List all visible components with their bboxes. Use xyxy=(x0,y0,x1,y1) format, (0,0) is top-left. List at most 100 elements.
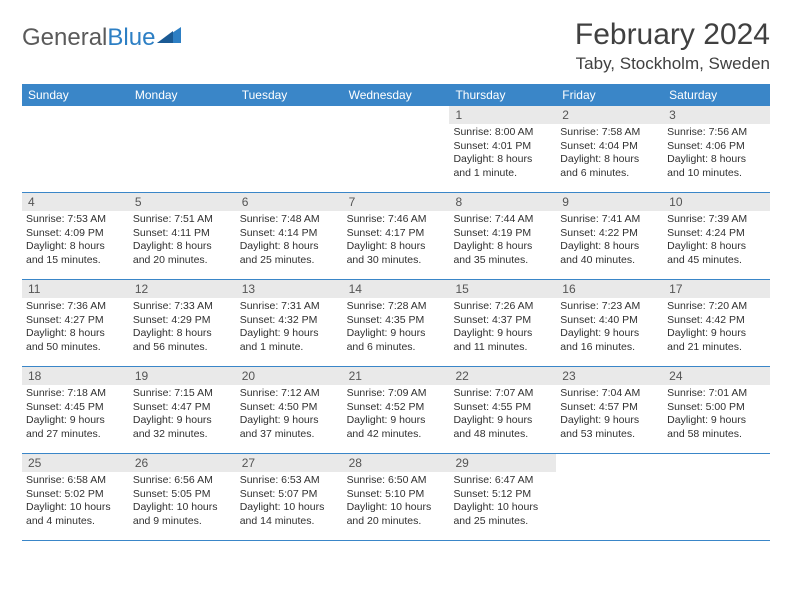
sunset-text: Sunset: 5:05 PM xyxy=(133,488,232,502)
day-cell: 5Sunrise: 7:51 AMSunset: 4:11 PMDaylight… xyxy=(129,193,236,279)
day-details: Sunrise: 7:51 AMSunset: 4:11 PMDaylight:… xyxy=(129,211,236,272)
weekday-cell: Saturday xyxy=(663,84,770,106)
header: General Blue February 2024 Taby, Stockho… xyxy=(22,18,770,74)
day-number: 6 xyxy=(236,193,343,211)
weekday-cell: Monday xyxy=(129,84,236,106)
sunrise-text: Sunrise: 6:56 AM xyxy=(133,474,232,488)
sunrise-text: Sunrise: 7:48 AM xyxy=(240,213,339,227)
day-cell: 17Sunrise: 7:20 AMSunset: 4:42 PMDayligh… xyxy=(663,280,770,366)
day-number: 13 xyxy=(236,280,343,298)
day-number: 12 xyxy=(129,280,236,298)
day-cell: 22Sunrise: 7:07 AMSunset: 4:55 PMDayligh… xyxy=(449,367,556,453)
day-cell: 26Sunrise: 6:56 AMSunset: 5:05 PMDayligh… xyxy=(129,454,236,540)
sunset-text: Sunset: 4:47 PM xyxy=(133,401,232,415)
day-cell xyxy=(22,106,129,192)
day-number: 15 xyxy=(449,280,556,298)
day-cell: 11Sunrise: 7:36 AMSunset: 4:27 PMDayligh… xyxy=(22,280,129,366)
day-cell: 24Sunrise: 7:01 AMSunset: 5:00 PMDayligh… xyxy=(663,367,770,453)
daylight-text: Daylight: 8 hours and 25 minutes. xyxy=(240,240,339,267)
sunset-text: Sunset: 4:11 PM xyxy=(133,227,232,241)
day-cell: 14Sunrise: 7:28 AMSunset: 4:35 PMDayligh… xyxy=(343,280,450,366)
day-number: 17 xyxy=(663,280,770,298)
sunrise-text: Sunrise: 7:33 AM xyxy=(133,300,232,314)
day-cell: 18Sunrise: 7:18 AMSunset: 4:45 PMDayligh… xyxy=(22,367,129,453)
sunset-text: Sunset: 4:14 PM xyxy=(240,227,339,241)
day-cell: 25Sunrise: 6:58 AMSunset: 5:02 PMDayligh… xyxy=(22,454,129,540)
daylight-text: Daylight: 10 hours and 14 minutes. xyxy=(240,501,339,528)
daylight-text: Daylight: 10 hours and 9 minutes. xyxy=(133,501,232,528)
day-cell: 4Sunrise: 7:53 AMSunset: 4:09 PMDaylight… xyxy=(22,193,129,279)
day-details: Sunrise: 7:48 AMSunset: 4:14 PMDaylight:… xyxy=(236,211,343,272)
day-cell: 15Sunrise: 7:26 AMSunset: 4:37 PMDayligh… xyxy=(449,280,556,366)
sunset-text: Sunset: 4:32 PM xyxy=(240,314,339,328)
day-number: 25 xyxy=(22,454,129,472)
title-block: February 2024 Taby, Stockholm, Sweden xyxy=(575,18,770,74)
daylight-text: Daylight: 9 hours and 1 minute. xyxy=(240,327,339,354)
sunrise-text: Sunrise: 7:44 AM xyxy=(453,213,552,227)
week-row: 18Sunrise: 7:18 AMSunset: 4:45 PMDayligh… xyxy=(22,367,770,454)
sunrise-text: Sunrise: 7:31 AM xyxy=(240,300,339,314)
day-cell: 21Sunrise: 7:09 AMSunset: 4:52 PMDayligh… xyxy=(343,367,450,453)
month-title: February 2024 xyxy=(575,18,770,52)
day-details: Sunrise: 7:31 AMSunset: 4:32 PMDaylight:… xyxy=(236,298,343,359)
sunrise-text: Sunrise: 7:20 AM xyxy=(667,300,766,314)
daylight-text: Daylight: 9 hours and 11 minutes. xyxy=(453,327,552,354)
sunset-text: Sunset: 4:04 PM xyxy=(560,140,659,154)
sunrise-text: Sunrise: 7:46 AM xyxy=(347,213,446,227)
sunrise-text: Sunrise: 7:12 AM xyxy=(240,387,339,401)
week-row: 25Sunrise: 6:58 AMSunset: 5:02 PMDayligh… xyxy=(22,454,770,541)
day-details: Sunrise: 6:50 AMSunset: 5:10 PMDaylight:… xyxy=(343,472,450,533)
sunset-text: Sunset: 4:50 PM xyxy=(240,401,339,415)
location-text: Taby, Stockholm, Sweden xyxy=(575,54,770,74)
day-details xyxy=(663,471,770,477)
day-details: Sunrise: 7:23 AMSunset: 4:40 PMDaylight:… xyxy=(556,298,663,359)
sunset-text: Sunset: 5:07 PM xyxy=(240,488,339,502)
day-cell: 1Sunrise: 8:00 AMSunset: 4:01 PMDaylight… xyxy=(449,106,556,192)
sunrise-text: Sunrise: 7:53 AM xyxy=(26,213,125,227)
day-cell: 2Sunrise: 7:58 AMSunset: 4:04 PMDaylight… xyxy=(556,106,663,192)
daylight-text: Daylight: 8 hours and 50 minutes. xyxy=(26,327,125,354)
sunset-text: Sunset: 4:55 PM xyxy=(453,401,552,415)
sunset-text: Sunset: 4:45 PM xyxy=(26,401,125,415)
day-details: Sunrise: 7:26 AMSunset: 4:37 PMDaylight:… xyxy=(449,298,556,359)
day-cell xyxy=(556,454,663,540)
sunrise-text: Sunrise: 7:18 AM xyxy=(26,387,125,401)
sunrise-text: Sunrise: 7:15 AM xyxy=(133,387,232,401)
daylight-text: Daylight: 8 hours and 56 minutes. xyxy=(133,327,232,354)
day-number: 14 xyxy=(343,280,450,298)
day-details: Sunrise: 7:58 AMSunset: 4:04 PMDaylight:… xyxy=(556,124,663,185)
day-details: Sunrise: 7:44 AMSunset: 4:19 PMDaylight:… xyxy=(449,211,556,272)
day-cell: 7Sunrise: 7:46 AMSunset: 4:17 PMDaylight… xyxy=(343,193,450,279)
daylight-text: Daylight: 8 hours and 45 minutes. xyxy=(667,240,766,267)
day-details: Sunrise: 7:53 AMSunset: 4:09 PMDaylight:… xyxy=(22,211,129,272)
sunset-text: Sunset: 4:09 PM xyxy=(26,227,125,241)
logo-text-general: General xyxy=(22,24,107,52)
daylight-text: Daylight: 8 hours and 20 minutes. xyxy=(133,240,232,267)
day-details: Sunrise: 8:00 AMSunset: 4:01 PMDaylight:… xyxy=(449,124,556,185)
week-row: 1Sunrise: 8:00 AMSunset: 4:01 PMDaylight… xyxy=(22,106,770,193)
sunrise-text: Sunrise: 7:51 AM xyxy=(133,213,232,227)
daylight-text: Daylight: 9 hours and 53 minutes. xyxy=(560,414,659,441)
day-cell: 27Sunrise: 6:53 AMSunset: 5:07 PMDayligh… xyxy=(236,454,343,540)
sunset-text: Sunset: 4:17 PM xyxy=(347,227,446,241)
day-details xyxy=(22,123,129,129)
day-number: 22 xyxy=(449,367,556,385)
calendar-page: General Blue February 2024 Taby, Stockho… xyxy=(0,0,792,551)
calendar-grid: 1Sunrise: 8:00 AMSunset: 4:01 PMDaylight… xyxy=(22,106,770,541)
daylight-text: Daylight: 9 hours and 42 minutes. xyxy=(347,414,446,441)
day-number: 27 xyxy=(236,454,343,472)
day-cell xyxy=(343,106,450,192)
day-details: Sunrise: 6:58 AMSunset: 5:02 PMDaylight:… xyxy=(22,472,129,533)
day-number: 3 xyxy=(663,106,770,124)
sunrise-text: Sunrise: 6:50 AM xyxy=(347,474,446,488)
day-details xyxy=(129,123,236,129)
day-number: 9 xyxy=(556,193,663,211)
sunrise-text: Sunrise: 7:39 AM xyxy=(667,213,766,227)
day-details: Sunrise: 7:36 AMSunset: 4:27 PMDaylight:… xyxy=(22,298,129,359)
sunset-text: Sunset: 5:02 PM xyxy=(26,488,125,502)
day-details: Sunrise: 6:53 AMSunset: 5:07 PMDaylight:… xyxy=(236,472,343,533)
day-cell: 3Sunrise: 7:56 AMSunset: 4:06 PMDaylight… xyxy=(663,106,770,192)
daylight-text: Daylight: 8 hours and 6 minutes. xyxy=(560,153,659,180)
day-cell: 20Sunrise: 7:12 AMSunset: 4:50 PMDayligh… xyxy=(236,367,343,453)
day-details: Sunrise: 7:20 AMSunset: 4:42 PMDaylight:… xyxy=(663,298,770,359)
